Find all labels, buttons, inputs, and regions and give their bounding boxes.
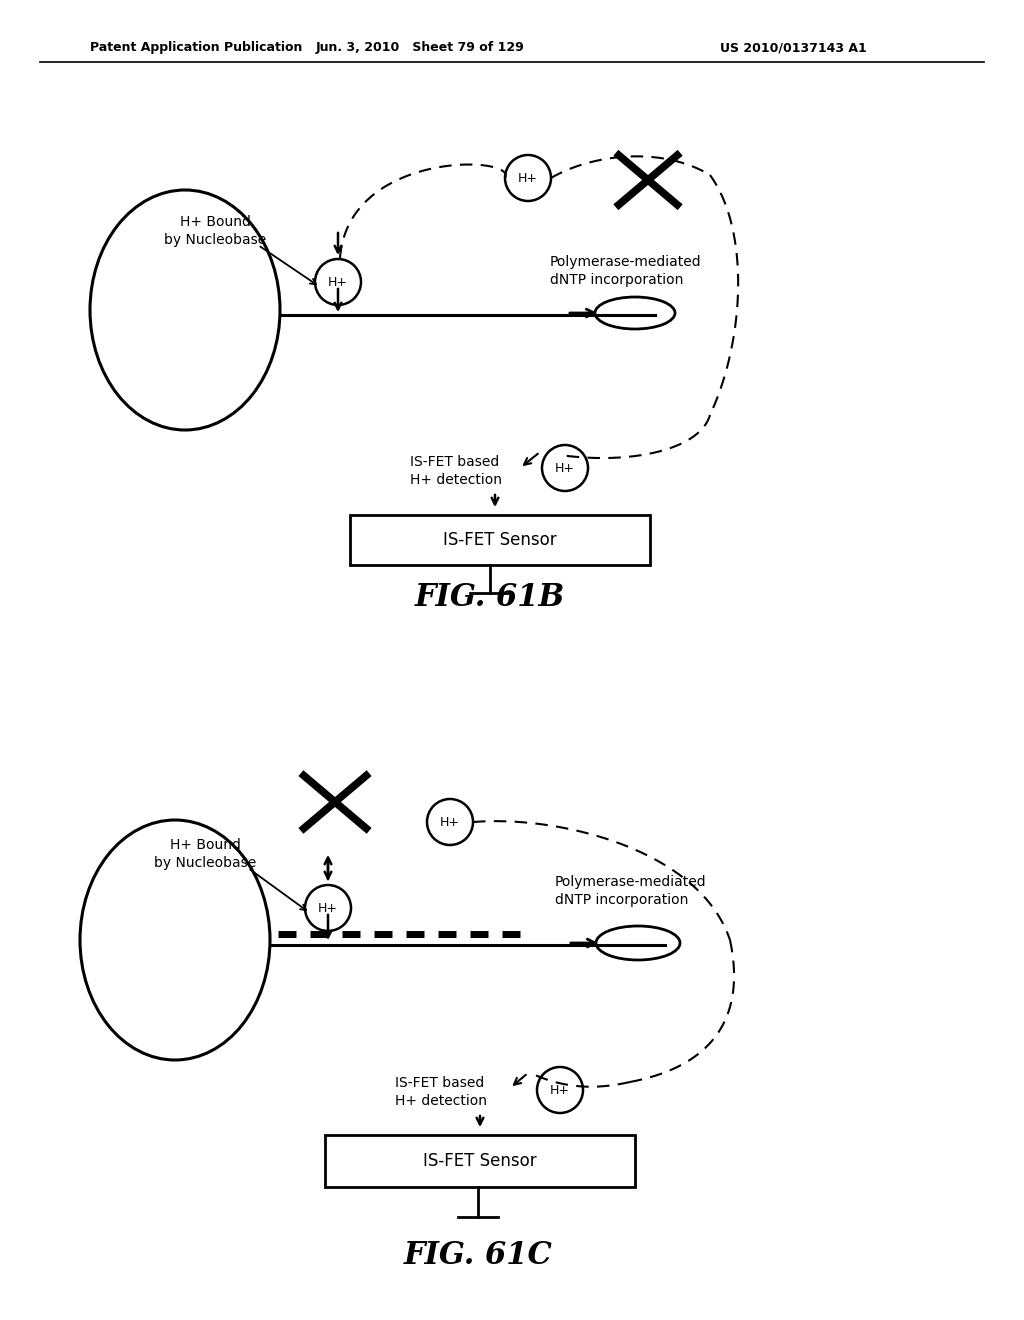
Ellipse shape — [595, 297, 675, 329]
Text: FIG. 61C: FIG. 61C — [403, 1239, 552, 1270]
Text: H+ Bound: H+ Bound — [179, 215, 251, 228]
Text: by Nucleobase: by Nucleobase — [154, 855, 256, 870]
Circle shape — [427, 799, 473, 845]
Text: Jun. 3, 2010   Sheet 79 of 129: Jun. 3, 2010 Sheet 79 of 129 — [315, 41, 524, 54]
Circle shape — [315, 259, 361, 305]
Text: H+: H+ — [440, 816, 460, 829]
Text: H+: H+ — [518, 172, 538, 185]
Circle shape — [305, 884, 351, 931]
Circle shape — [505, 154, 551, 201]
Text: Patent Application Publication: Patent Application Publication — [90, 41, 302, 54]
Text: dNTP incorporation: dNTP incorporation — [550, 273, 683, 286]
Text: H+: H+ — [550, 1084, 570, 1097]
Text: US 2010/0137143 A1: US 2010/0137143 A1 — [720, 41, 866, 54]
Text: Polymerase-mediated: Polymerase-mediated — [550, 255, 701, 269]
Circle shape — [542, 445, 588, 491]
Bar — [350, 515, 650, 565]
Text: IS-FET based: IS-FET based — [410, 455, 500, 469]
Text: H+: H+ — [555, 462, 575, 474]
Text: H+ detection: H+ detection — [395, 1094, 487, 1107]
Text: H+: H+ — [328, 276, 348, 289]
Circle shape — [537, 1067, 583, 1113]
Text: dNTP incorporation: dNTP incorporation — [555, 894, 688, 907]
Text: H+ detection: H+ detection — [410, 473, 502, 487]
Text: H+ Bound: H+ Bound — [170, 838, 241, 851]
Text: IS-FET based: IS-FET based — [395, 1076, 484, 1090]
Text: IS-FET Sensor: IS-FET Sensor — [423, 1152, 537, 1170]
Text: FIG. 61B: FIG. 61B — [415, 582, 565, 614]
Text: IS-FET Sensor: IS-FET Sensor — [443, 531, 557, 549]
Ellipse shape — [596, 927, 680, 960]
Text: by Nucleobase: by Nucleobase — [164, 234, 266, 247]
Text: Polymerase-mediated: Polymerase-mediated — [555, 875, 707, 888]
Text: H+: H+ — [318, 902, 338, 915]
Bar — [325, 1135, 635, 1187]
